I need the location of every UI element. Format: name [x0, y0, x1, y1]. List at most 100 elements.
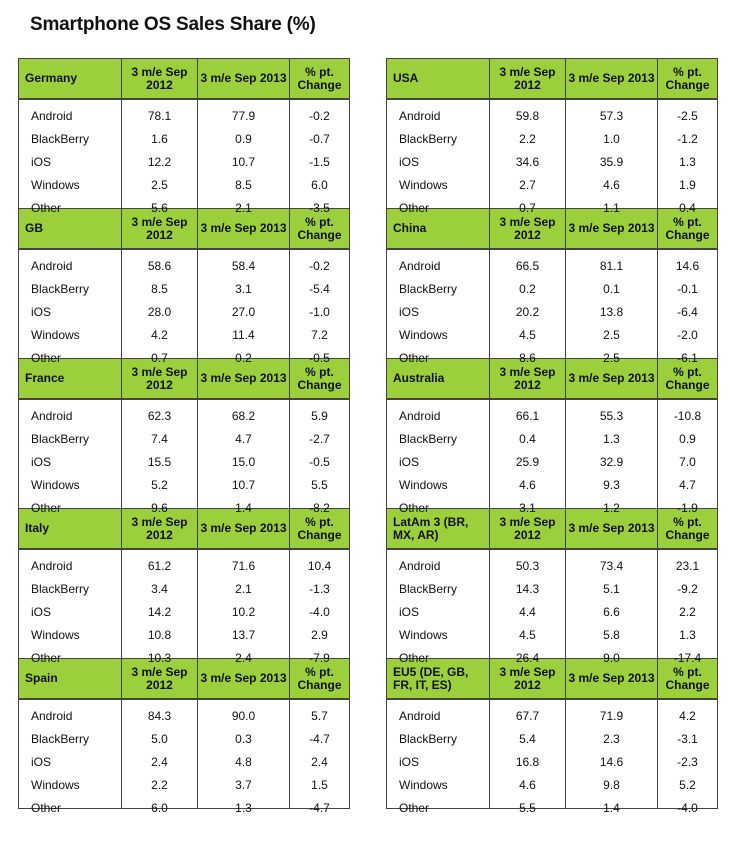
value-cell: 0.4 [679, 201, 696, 215]
table-header: France 3 m/e Sep 2012 3 m/e Sep 2013% pt. … [19, 359, 349, 400]
value-cell: -2.0 [677, 328, 698, 342]
value-column-c2: 71.6 2.1 10.2 13.7 2.4 [197, 550, 289, 665]
value-cell: 5.7 [311, 709, 328, 723]
value-cell: 8.5 [235, 178, 252, 192]
value-cell: 5.2 [679, 778, 696, 792]
value-cell: 1.2 [603, 501, 620, 515]
os-name-cell: iOS [399, 305, 420, 319]
value-column-c1: 61.2 3.4 14.2 10.8 10.3 [121, 550, 197, 665]
value-cell: 9.3 [603, 478, 620, 492]
value-cell: 5.4 [519, 732, 536, 746]
os-name-cell: BlackBerry [399, 132, 458, 146]
value-cell: -4.0 [677, 801, 698, 815]
os-name-cell: Other [31, 351, 62, 365]
os-column: Android BlackBerry iOS Windows Other [387, 550, 489, 665]
table-header: China 3 m/e Sep 2012 3 m/e Sep 2013% pt. C… [387, 209, 717, 250]
value-cell: 3.4 [151, 582, 168, 596]
header-pt-change: % pt. Change [289, 209, 349, 250]
value-cell: 0.2 [235, 351, 252, 365]
region-label: Australia [387, 359, 489, 400]
os-name-cell: Android [31, 109, 73, 123]
value-cell: 4.2 [679, 709, 696, 723]
value-cell: 4.7 [679, 478, 696, 492]
value-cell: 0.9 [235, 132, 252, 146]
header-sep-2012: 3 m/e Sep 2012 [489, 209, 565, 250]
value-cell: 5.8 [603, 628, 620, 642]
value-cell: 7.2 [311, 328, 328, 342]
value-cell: 4.6 [519, 478, 536, 492]
value-cell: 11.4 [232, 328, 255, 342]
os-column: Android BlackBerry iOS Windows Other [387, 400, 489, 515]
value-cell: 25.9 [515, 455, 540, 469]
value-cell: 13.7 [231, 628, 256, 642]
table-body: Android BlackBerry iOS Windows Other 67.7 5.4 1… [387, 700, 717, 815]
table-body: Android BlackBerry iOS Windows Other 66.1 0.4 2… [387, 400, 717, 515]
left-column: Germany 3 m/e Sep 2012 3 m/e Sep 2013% pt.… [18, 58, 350, 815]
value-column-c3: -0.2 -0.7 -1.5 6.0 -3.5 [289, 100, 349, 215]
os-name-cell: Other [31, 501, 62, 515]
value-cell: 90.0 [231, 709, 256, 723]
header-sep-2013: 3 m/e Sep 2013 [565, 59, 657, 100]
table-body: Android BlackBerry iOS Windows Other 58.6 8.5 2… [19, 250, 349, 365]
value-cell: 58.6 [147, 259, 172, 273]
value-cell: 5.6 [151, 201, 168, 215]
value-cell: 2.2 [519, 132, 536, 146]
table-header: Italy 3 m/e Sep 2012 3 m/e Sep 2013% pt. C… [19, 509, 349, 550]
value-cell: 2.5 [603, 351, 620, 365]
value-cell: -1.9 [677, 501, 698, 515]
value-cell: 2.2 [679, 605, 696, 619]
value-cell: 1.4 [603, 801, 620, 815]
value-cell: -10.8 [673, 409, 702, 423]
value-cell: 5.5 [311, 478, 328, 492]
header-sep-2012: 3 m/e Sep 2012 [489, 659, 565, 700]
value-cell: 4.5 [519, 328, 536, 342]
value-cell: 14.6 [675, 259, 700, 273]
value-cell: 4.7 [235, 432, 252, 446]
os-name-cell: Other [31, 801, 62, 815]
os-name-cell: Android [31, 409, 73, 423]
value-column-c1: 62.3 7.4 15.5 5.2 9.6 [121, 400, 197, 515]
os-name-cell: Windows [31, 478, 80, 492]
header-sep-2013: 3 m/e Sep 2013 [565, 659, 657, 700]
value-cell: 4.2 [151, 328, 168, 342]
value-cell: 2.1 [235, 582, 252, 596]
table-eu5: EU5 (DE, GB, FR, IT, ES) 3 m/e Sep 2012 3 … [387, 658, 717, 815]
value-cell: 3.7 [235, 778, 252, 792]
value-column-c2: 90.0 0.3 4.8 3.7 1.3 [197, 700, 289, 815]
os-name-cell: BlackBerry [399, 582, 458, 596]
os-name-cell: BlackBerry [399, 282, 458, 296]
os-column: Android BlackBerry iOS Windows Other [19, 250, 121, 365]
value-cell: 1.0 [603, 132, 620, 146]
value-cell: 20.2 [515, 305, 540, 319]
right-column: USA 3 m/e Sep 2012 3 m/e Sep 2013% pt. Cha… [386, 58, 718, 815]
value-cell: 32.9 [599, 455, 624, 469]
value-cell: 10.7 [231, 478, 256, 492]
table-usa: USA 3 m/e Sep 2012 3 m/e Sep 2013% pt. Cha… [387, 58, 717, 215]
table-header: Germany 3 m/e Sep 2012 3 m/e Sep 2013% pt.… [19, 59, 349, 100]
value-column-c1: 84.3 5.0 2.4 2.2 6.0 [121, 700, 197, 815]
value-cell: 1.3 [235, 801, 252, 815]
table-body: Android BlackBerry iOS Windows Other 78.1 1.6 1… [19, 100, 349, 215]
value-cell: 15.0 [231, 455, 256, 469]
value-cell: 2.3 [603, 732, 620, 746]
table-body: Android BlackBerry iOS Windows Other 84.3 5.0 2… [19, 700, 349, 815]
value-cell: 68.2 [231, 409, 256, 423]
value-cell: 1.3 [679, 628, 696, 642]
table-china: China 3 m/e Sep 2012 3 m/e Sep 2013% pt. C… [387, 208, 717, 365]
value-cell: -4.7 [309, 801, 330, 815]
value-cell: 3.1 [519, 501, 536, 515]
header-sep-2012: 3 m/e Sep 2012 [121, 59, 197, 100]
value-cell: 0.7 [151, 351, 168, 365]
os-column: Android BlackBerry iOS Windows Other [19, 100, 121, 215]
value-column-c3: 4.2 -3.1 -2.3 5.2 -4.0 [657, 700, 717, 815]
value-column-c1: 50.3 14.3 4.4 4.5 26.4 [489, 550, 565, 665]
value-cell: 2.1 [235, 201, 252, 215]
value-cell: 0.3 [235, 732, 252, 746]
table-header: USA 3 m/e Sep 2012 3 m/e Sep 2013% pt. Cha… [387, 59, 717, 100]
value-cell: 16.8 [515, 755, 540, 769]
value-column-c2: 81.1 0.1 13.8 2.5 2.5 [565, 250, 657, 365]
value-column-c2: 58.4 3.1 27.0 11.4 0.2 [197, 250, 289, 365]
table-germany: Germany 3 m/e Sep 2012 3 m/e Sep 2013% pt.… [19, 58, 349, 215]
region-label: Spain [19, 659, 121, 700]
os-name-cell: Android [399, 409, 441, 423]
